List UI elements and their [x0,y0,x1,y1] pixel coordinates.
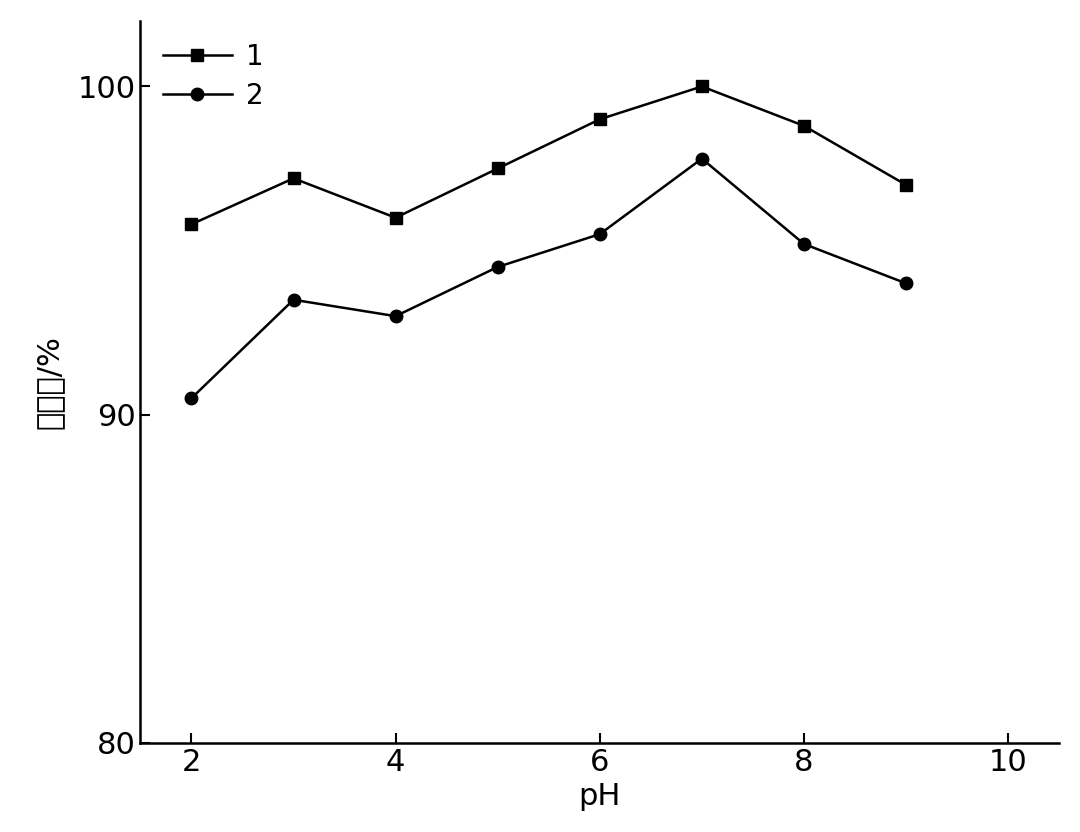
1 [287,173,300,183]
2 [287,295,300,305]
1 [900,180,913,190]
2 [185,394,198,404]
2 [491,262,504,272]
1 [593,114,606,124]
2 [797,239,810,249]
1 [185,220,198,230]
Line: 2: 2 [185,152,913,404]
1 [389,213,402,223]
Y-axis label: 去除率/%: 去除率/% [35,334,64,428]
Legend: 1, 2: 1, 2 [154,35,272,118]
2 [696,154,708,164]
1 [797,121,810,131]
1 [491,164,504,174]
X-axis label: pH: pH [579,782,621,811]
2 [900,279,913,289]
2 [389,311,402,321]
2 [593,229,606,239]
1 [696,82,708,92]
Line: 1: 1 [185,80,913,230]
